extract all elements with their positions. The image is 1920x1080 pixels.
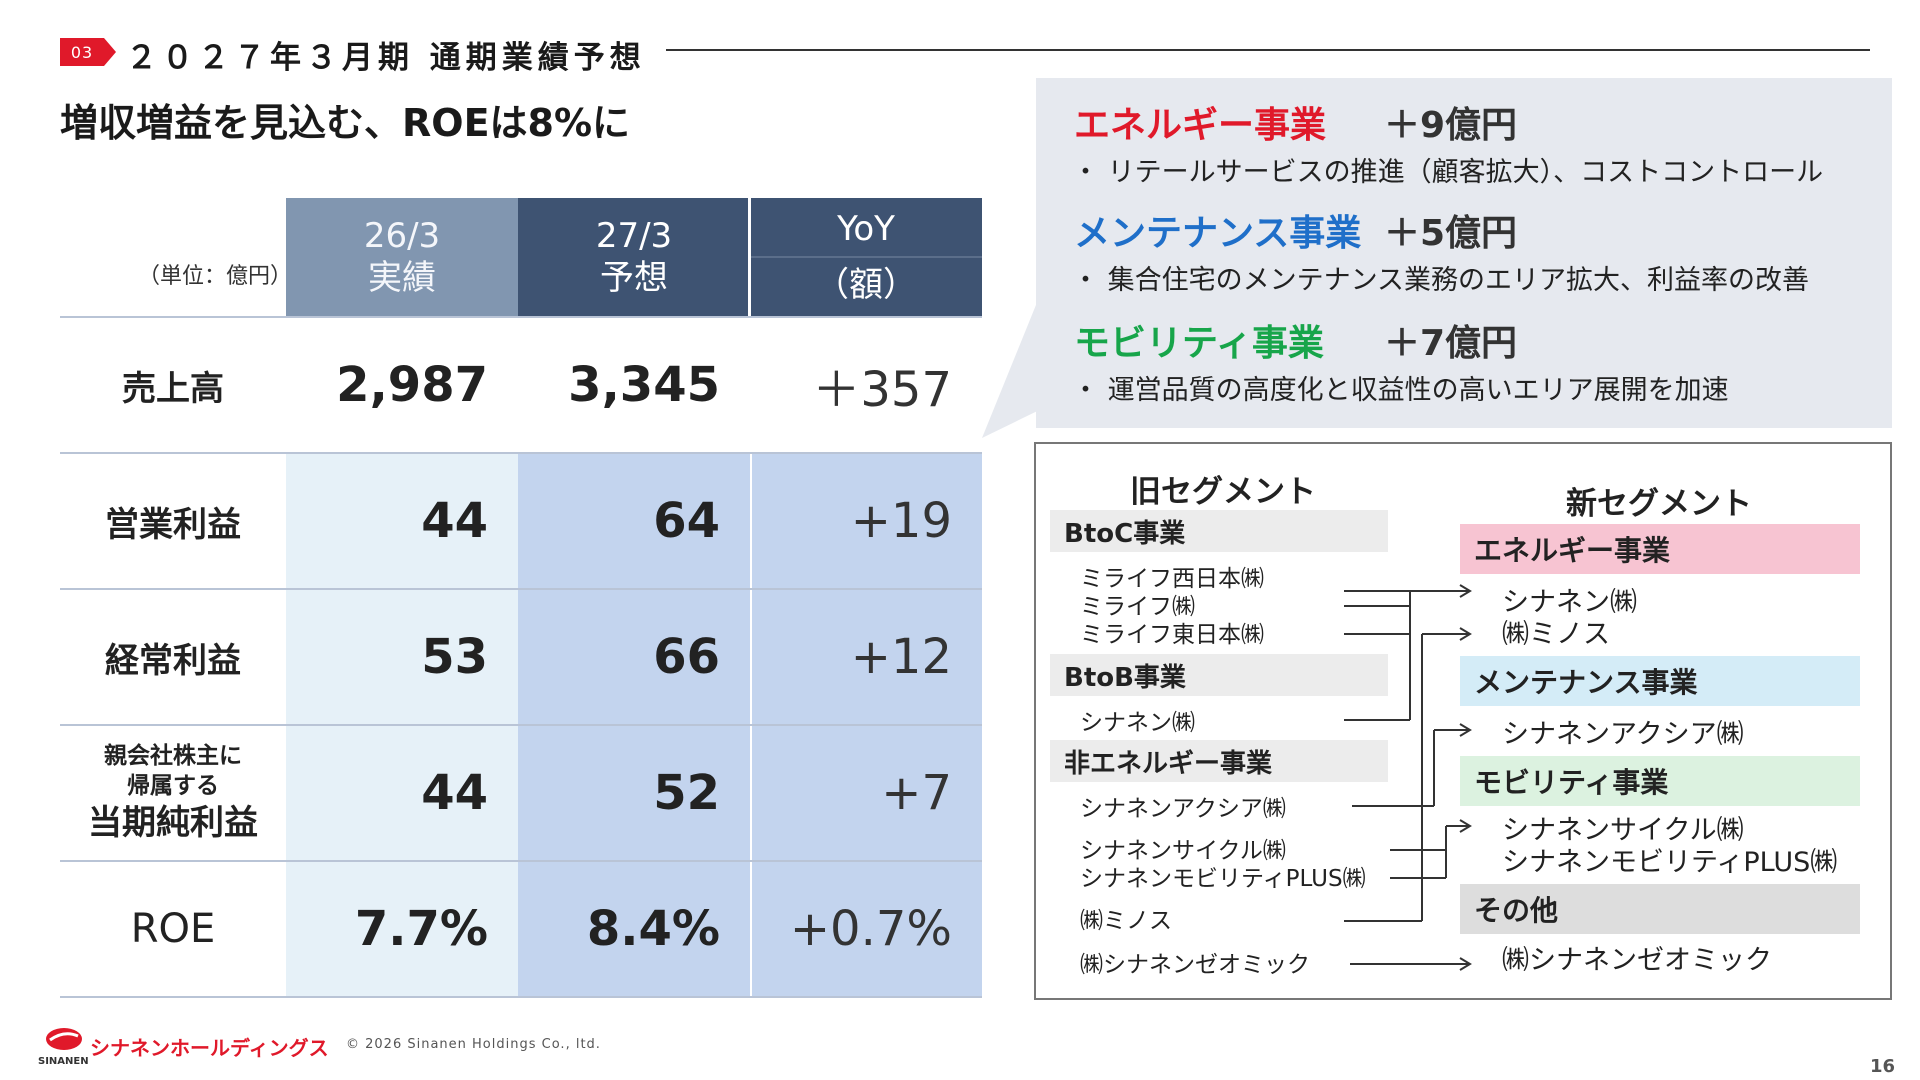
cell-operating-profit-actual: 44 xyxy=(286,454,518,588)
header-inner-divider xyxy=(750,256,982,258)
column-header-actual: 26/3 実績 xyxy=(286,198,518,316)
table-rule xyxy=(60,316,982,318)
callout-desc-maintenance: ・ 集合住宅のメンテナンス業務のエリア拡大、利益率の改善 xyxy=(1072,265,1810,296)
row-label-net-income-prefix: 親会社株主に xyxy=(104,743,242,769)
row-label-net-income-main: 当期純利益 xyxy=(88,803,258,843)
new-segment-item: ㈱シナネンゼオミック xyxy=(1502,945,1772,976)
new-segment-item: シナネンアクシア㈱ xyxy=(1502,719,1744,750)
old-segment-item: ミライフ㈱ xyxy=(1080,594,1195,620)
old-segment-item: シナネンモビリティPLUS㈱ xyxy=(1080,866,1366,892)
cell-roe-yoy: +0.7% xyxy=(752,862,982,996)
table-rule xyxy=(60,452,982,454)
callout-title-mobility: モビリティ事業 xyxy=(1074,323,1324,364)
column-header-kind: （額） xyxy=(815,265,917,305)
old-segment-head-btob: BtoB事業 xyxy=(1050,654,1388,696)
row-label-operating-profit: 営業利益 xyxy=(105,504,241,545)
new-segment-head-maintenance: メンテナンス事業 xyxy=(1460,656,1860,706)
company-logo-text: シナネンホールディングス xyxy=(90,1036,329,1060)
old-segment-item: ミライフ東日本㈱ xyxy=(1080,622,1264,648)
table-rule xyxy=(60,860,982,862)
new-segment-head-mobility: モビリティ事業 xyxy=(1460,756,1860,806)
callout-desc-mobility: ・ 運営品質の高度化と収益性の高いエリア展開を加速 xyxy=(1072,375,1729,406)
section-badge: 03 xyxy=(60,38,104,66)
table-rule xyxy=(60,588,982,590)
header-divider xyxy=(666,49,1870,51)
new-segment-head-energy: エネルギー事業 xyxy=(1460,524,1860,574)
old-segment-item: シナネン㈱ xyxy=(1080,710,1195,736)
cell-net-income-actual: 44 xyxy=(286,726,518,860)
unit-label: （単位：億円） xyxy=(138,264,293,289)
company-logo-sub: SINANEN xyxy=(38,1056,89,1067)
new-segment-title: 新セグメント xyxy=(1566,486,1752,522)
row-label-net-income: 親会社株主に 帰属する 当期純利益 xyxy=(60,726,286,860)
new-segment-item: ㈱ミノス xyxy=(1502,619,1610,650)
cell-sales-actual: 2,987 xyxy=(336,357,488,413)
copyright: © 2026 Sinanen Holdings Co., ltd. xyxy=(346,1037,601,1052)
old-segment-head-btoc: BtoC事業 xyxy=(1050,510,1388,552)
cell-ordinary-profit-forecast: 66 xyxy=(518,590,750,724)
callout-amount-energy: ＋9億円 xyxy=(1384,105,1518,146)
cell-roe-actual: 7.7% xyxy=(286,862,518,996)
new-segment-item: シナネンモビリティPLUS㈱ xyxy=(1502,847,1838,878)
new-segment-item: シナネンサイクル㈱ xyxy=(1502,815,1744,846)
cell-sales-forecast: 3,345 xyxy=(568,357,720,413)
row-label-roe: ROE xyxy=(130,906,216,952)
column-header-kind: 予想 xyxy=(600,258,668,298)
old-segment-item: ミライフ西日本㈱ xyxy=(1080,566,1264,592)
cell-net-income-yoy: +7 xyxy=(752,726,982,860)
cell-operating-profit-yoy: +19 xyxy=(752,454,982,588)
new-segment-head-other: その他 xyxy=(1460,884,1860,934)
section-arrow-icon xyxy=(104,38,116,66)
cell-sales-yoy: ＋357 xyxy=(812,362,952,418)
segment-map-box: 旧セグメント BtoC事業 ミライフ西日本㈱ ミライフ㈱ ミライフ東日本㈱ Bt… xyxy=(1034,442,1892,1000)
cell-roe-forecast: 8.4% xyxy=(518,862,750,996)
callout-title-maintenance: メンテナンス事業 xyxy=(1074,213,1362,254)
page-number: 16 xyxy=(1870,1056,1896,1077)
column-header-period: 27/3 xyxy=(595,216,673,256)
row-label-sales: 売上高 xyxy=(122,368,224,409)
callout-desc-energy: ・ リテールサービスの推進（顧客拡大）、コストコントロール xyxy=(1072,157,1824,188)
company-logo-icon xyxy=(46,1028,82,1050)
table-rule xyxy=(60,724,982,726)
callout-amount-mobility: ＋7億円 xyxy=(1384,323,1518,364)
column-header-forecast: 27/3 予想 xyxy=(518,198,750,316)
old-segment-item: ㈱シナネンゼオミック xyxy=(1080,952,1310,978)
old-segment-head-non-energy: 非エネルギー事業 xyxy=(1050,740,1388,782)
cell-operating-profit-forecast: 64 xyxy=(518,454,750,588)
section-title: ２０２７年３月期 通期業績予想 xyxy=(126,40,646,76)
cell-ordinary-profit-actual: 53 xyxy=(286,590,518,724)
page-headline: 増収増益を見込む、ROEは8%に xyxy=(60,101,631,145)
segment-connectors xyxy=(1344,584,1472,971)
row-label-net-income-prefix: 帰属する xyxy=(127,773,219,799)
old-segment-item: シナネンアクシア㈱ xyxy=(1080,796,1286,822)
cell-ordinary-profit-yoy: +12 xyxy=(752,590,982,724)
old-segment-item: シナネンサイクル㈱ xyxy=(1080,838,1286,864)
table-rule xyxy=(60,996,982,998)
header-column-gap xyxy=(748,198,751,316)
row-label-ordinary-profit: 経常利益 xyxy=(105,640,241,681)
old-segment-item: ㈱ミノス xyxy=(1080,908,1172,934)
callout-amount-maintenance: ＋5億円 xyxy=(1384,213,1518,254)
cell-net-income-forecast: 52 xyxy=(518,726,750,860)
column-header-period: YoY xyxy=(837,209,895,249)
callout-title-energy: エネルギー事業 xyxy=(1074,105,1327,146)
column-header-kind: 実績 xyxy=(368,258,436,298)
callout-panel: エネルギー事業 ＋9億円 ・ リテールサービスの推進（顧客拡大）、コストコントロ… xyxy=(1036,78,1892,428)
new-segment-item: シナネン㈱ xyxy=(1502,587,1637,618)
old-segment-title: 旧セグメント xyxy=(1130,474,1316,510)
column-header-period: 26/3 xyxy=(363,216,441,256)
